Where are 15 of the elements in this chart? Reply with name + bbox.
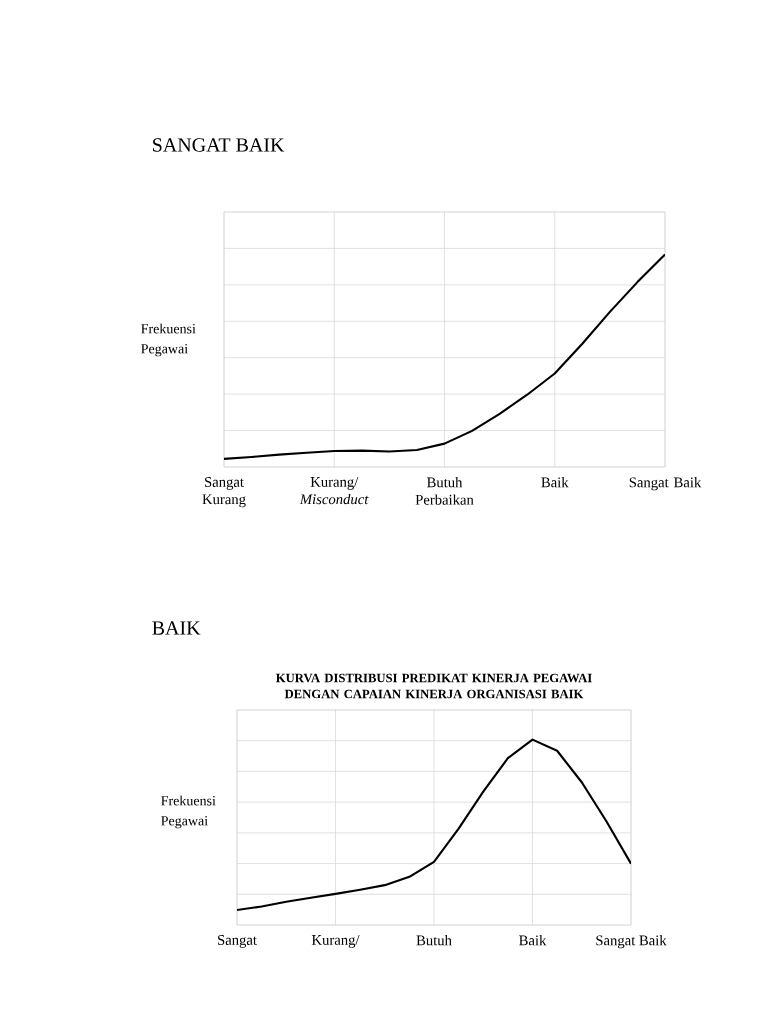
- x-tick-label: Butuh Perbaikan: [415, 477, 474, 505]
- x-tick-label: Sangat Baik: [629, 477, 702, 491]
- x-tick-label: Kurang/ Misconduct: [299, 477, 369, 505]
- x-tick-label: Sangat Kurang: [202, 477, 246, 508]
- chart-title: BAIK: [152, 621, 201, 635]
- x-tick-label: Baik: [541, 477, 569, 488]
- x-tick-label: Sangat: [218, 935, 257, 948]
- x-tick-label: Baik: [519, 935, 547, 946]
- x-tick-label: Kurang/: [311, 935, 360, 948]
- chart-subtitle: KURVA DISTRIBUSI PREDIKAT KINERJA PEGAWAI DENGAN CAPAIAN KINERJA ORGANISASI BAIK: [275, 673, 592, 699]
- chart-title: SANGAT BAIK: [153, 138, 285, 152]
- y-axis-title: Frekuensi Pegawai: [161, 795, 216, 829]
- y-axis-title: Frekuensi Pegawai: [141, 323, 196, 357]
- x-tick-label: Sangat Baik: [596, 935, 667, 949]
- x-tick-label: Butuh: [416, 935, 452, 946]
